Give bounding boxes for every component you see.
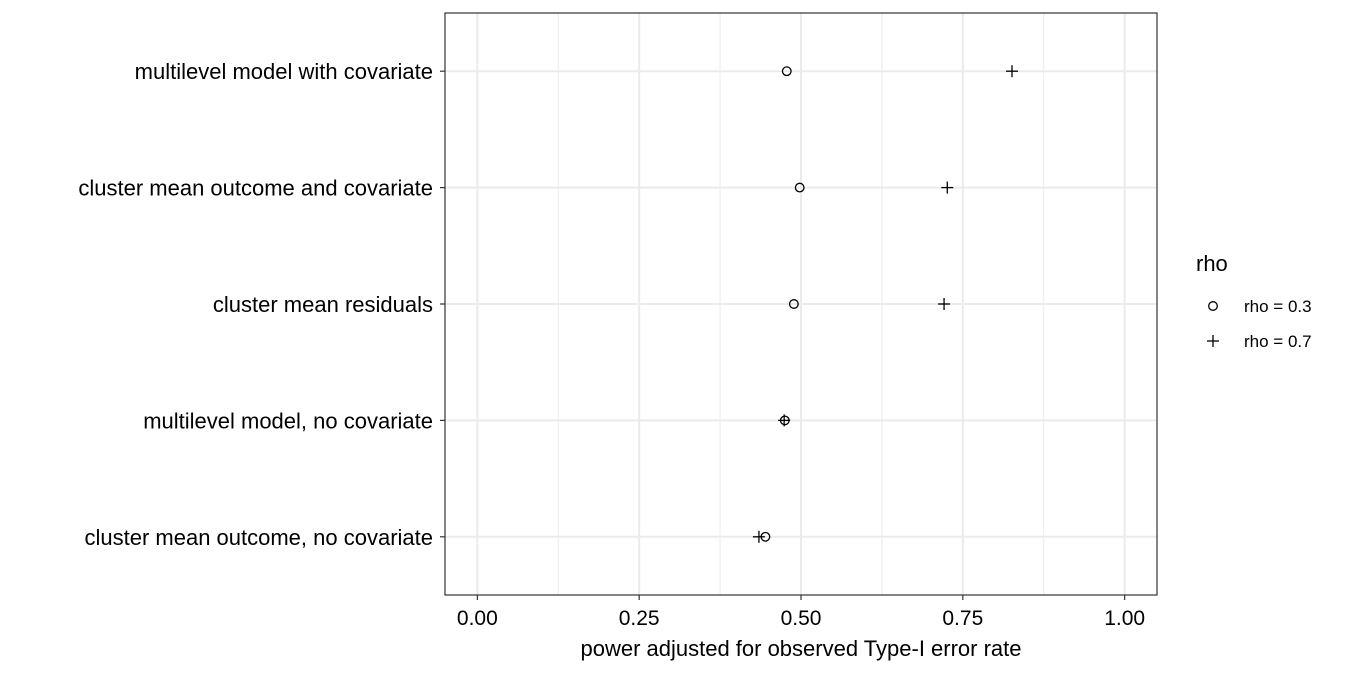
y-tick-label: multilevel model with covariate (135, 59, 433, 84)
legend-label: rho = 0.7 (1244, 332, 1312, 351)
y-tick-label: cluster mean outcome and covariate (78, 176, 433, 201)
data-point-circle (788, 299, 799, 309)
data-point-plus (941, 181, 954, 194)
grid-layer (445, 13, 1157, 595)
data-point-plus (752, 530, 765, 543)
y-tick-label: multilevel model, no covariate (143, 408, 433, 433)
x-tick-label: 0.00 (457, 607, 498, 630)
data-point-plus (778, 414, 791, 427)
data-point-circle (794, 182, 805, 193)
legend-key-plus (1207, 335, 1219, 347)
x-tick-label: 1.00 (1104, 607, 1145, 630)
marks-layer (752, 65, 1019, 543)
data-point-circle (781, 66, 792, 77)
data-point-plus (938, 298, 951, 310)
y-tick-label: cluster mean outcome, no covariate (84, 525, 433, 550)
legend: rho rho = 0.3 rho = 0.7 (1196, 251, 1312, 351)
x-axis-title: power adjusted for observed Type-I error… (580, 636, 1021, 661)
x-tick-label: 0.50 (781, 607, 822, 630)
legend-title: rho (1196, 251, 1228, 276)
legend-label: rho = 0.3 (1244, 297, 1312, 316)
legend-items: rho = 0.3 rho = 0.7 (1207, 297, 1312, 351)
y-tick-label: cluster mean residuals (213, 292, 433, 317)
tick-layer: 0.00 0.25 0.50 0.75 1.00 multilevel model wit… (78, 59, 1145, 630)
data-point-plus (1006, 65, 1019, 78)
legend-key-circle (1208, 301, 1218, 311)
x-tick-label: 0.75 (942, 607, 983, 630)
x-tick-label: 0.25 (619, 607, 660, 630)
